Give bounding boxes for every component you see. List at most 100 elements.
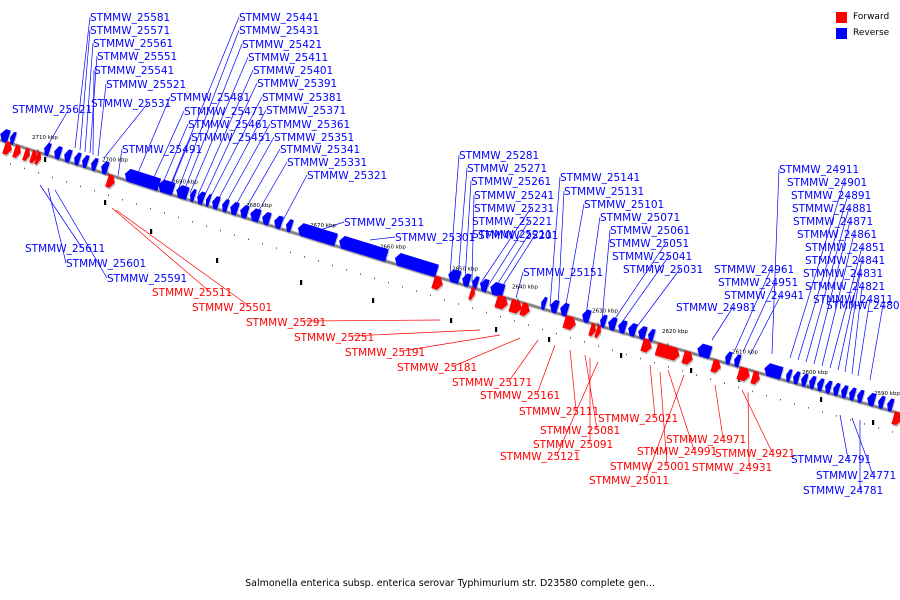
gene-label-reverse: STMMW_24901 [787,177,867,189]
feature-tick [104,200,107,205]
reverse-gene [550,299,561,316]
gene-label-forward: STMMW_25121 [500,451,580,463]
gene-label-forward: STMMW_25021 [598,413,678,425]
minor-tick [192,221,193,223]
gene-label-reverse: STMMW_24871 [793,216,873,228]
gene-body [262,211,272,226]
gene-body [562,315,576,330]
legend-item-reverse[interactable]: Reverse [836,25,889,41]
reverse-gene [560,302,571,319]
minor-tick [626,353,627,356]
minor-tick [80,185,81,188]
gene-label-forward: STMMW_24991 [637,446,717,458]
reverse-gene [240,205,251,221]
gene-label-forward: STMMW_25001 [610,461,690,473]
gene-label-reverse: STMMW_25441 [239,12,319,24]
leader-line [585,216,601,316]
gene-body [550,299,560,314]
reverse-gene [608,317,619,333]
reverse-gene [82,154,91,171]
gene-label-reverse: STMMW_24841 [805,255,885,267]
reverse-gene [582,309,593,326]
legend-item-forward[interactable]: Forward [836,9,889,25]
gene-label-reverse: STMMW_25601 [66,258,146,270]
gene-body [560,302,570,317]
reverse-gene [212,196,222,212]
gene-body [849,387,857,401]
gene-body [91,157,99,172]
leader-line [515,271,524,299]
gene-body [468,286,475,300]
gene-label-reverse: STMMW_25271 [467,163,547,175]
minor-tick [682,370,683,372]
forward-gene [508,298,523,316]
gene-body [750,370,760,385]
reverse-swatch [836,27,847,39]
reverse-gene [833,382,842,399]
minor-tick [178,216,179,219]
reverse-gene [262,211,273,228]
gene-body [508,298,522,314]
gene-label-reverse: STMMW_24811 [813,294,893,306]
gene-body [588,322,596,337]
reverse-gene [867,392,878,409]
feature-tick [44,157,47,162]
leader-line [584,354,598,430]
gene-body [878,395,886,410]
minor-tick [612,349,613,351]
minor-tick [528,324,529,326]
reverse-gene [64,149,74,165]
gene-label-reverse: STMMW_25411 [248,52,328,64]
gene-body [638,326,648,340]
gene-label-reverse: STMMW_25531 [91,98,171,110]
minor-tick [668,366,669,368]
forward-gene [34,151,42,167]
leader-line [635,268,681,329]
gene-label-reverse: STMMW_24981 [676,302,756,314]
map-caption: Salmonella enterica subsp. enterica sero… [245,578,655,589]
gene-label-forward: STMMW_25511 [152,287,232,299]
forward-gene [12,144,22,160]
leader-line [84,42,94,153]
minor-tick [430,294,431,297]
minor-tick [290,251,291,254]
minor-tick [360,273,361,275]
leader-line [39,184,83,249]
minor-tick [220,229,221,232]
leader-line [741,389,773,453]
gene-label-reverse: STMMW_24961 [714,264,794,276]
leader-line [659,371,668,466]
gene-label-reverse: STMMW_25401 [253,65,333,77]
leader-line [557,190,565,309]
reverse-gene [878,395,887,412]
gene-label-reverse: STMMW_25321 [307,170,387,182]
gene-body [801,373,809,388]
gene-label-reverse: STMMW_25571 [90,25,170,37]
leader-line [92,69,95,156]
gene-label-reverse: STMMW_25331 [287,157,367,169]
reverse-gene [801,373,810,389]
gene-label-reverse: STMMW_25061 [610,225,690,237]
gene-body [697,343,713,359]
feature-tick [548,337,551,342]
reverse-gene [857,389,866,406]
forward-swatch [836,11,847,23]
leader-line [245,148,281,209]
gene-label-forward: STMMW_25011 [589,475,669,487]
minor-tick [598,345,599,347]
gene-label-reverse: STMMW_25611 [25,243,105,255]
gene-body [628,323,638,337]
leader-line [487,220,530,287]
reverse-gene [628,323,639,339]
tick-label: 2710 kbp [32,135,58,141]
gene-body [654,342,680,361]
gene-body [764,363,784,380]
leader-line [225,123,271,204]
gene-label-forward: STMMW_25501 [192,302,272,314]
gene-label-forward: STMMW_24931 [692,462,772,474]
leader-line [711,306,734,341]
leader-line [203,82,258,198]
gene-label-reverse: STMMW_25391 [257,78,337,90]
leader-line [536,344,556,395]
minor-tick [878,427,879,429]
